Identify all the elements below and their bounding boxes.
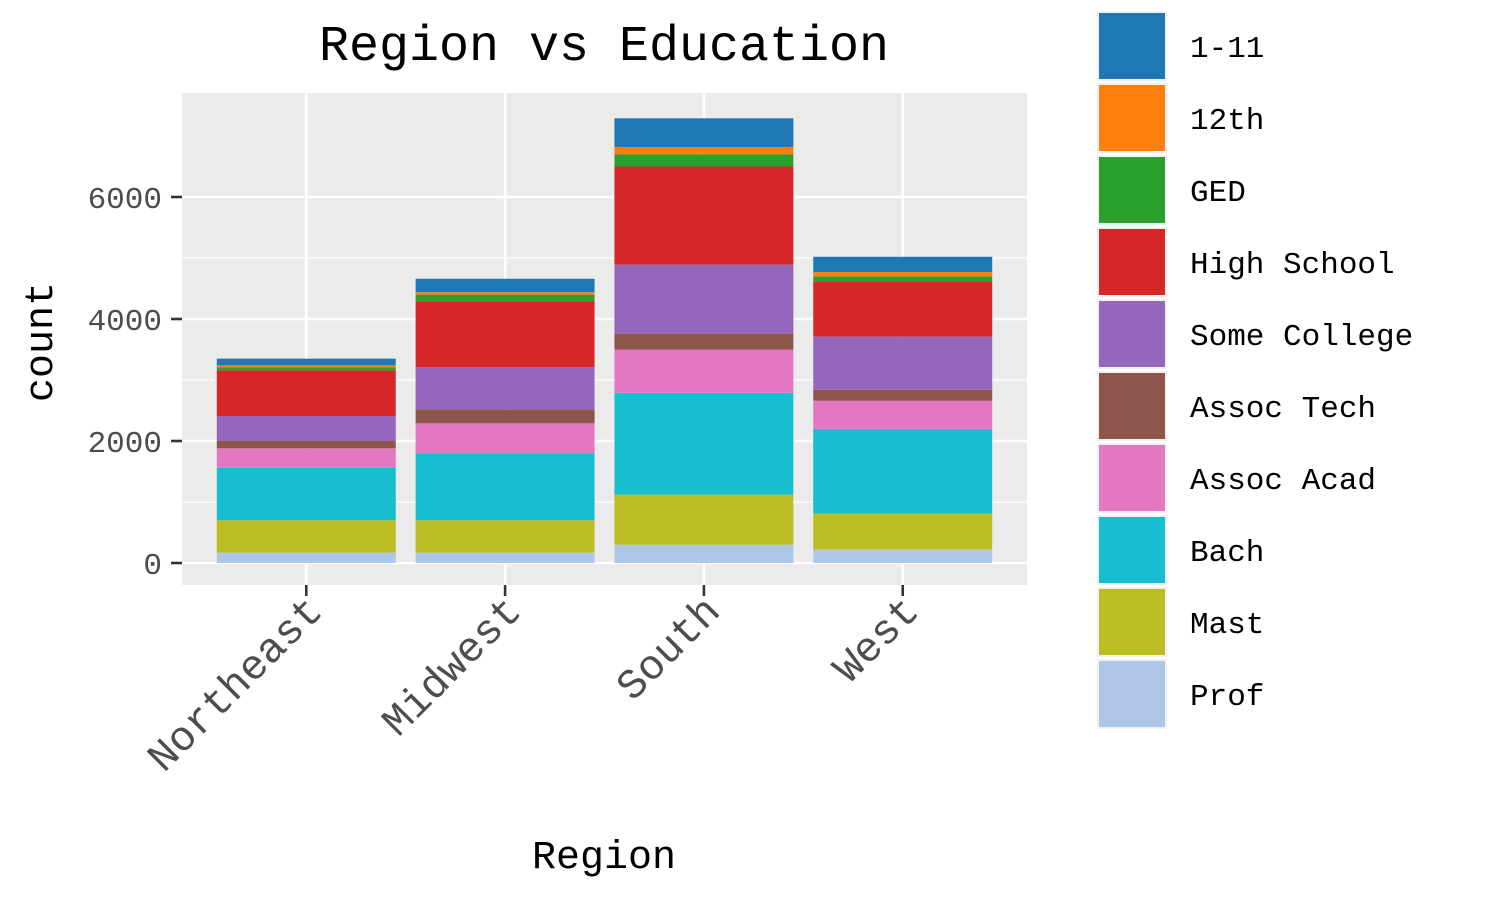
bar-segment-northeast-some-college xyxy=(216,415,396,441)
bar-segment-south-12th xyxy=(614,146,794,155)
bar-segment-midwest-high-school xyxy=(415,301,595,368)
x-tick-label: Northeast xyxy=(139,588,333,782)
bar-segment-west-bach xyxy=(813,428,993,514)
y-tick-label: 4000 xyxy=(88,305,162,340)
bars-layer xyxy=(216,118,993,563)
legend-swatch-bach xyxy=(1099,517,1165,583)
bar-segment-northeast-mast xyxy=(216,520,396,553)
bar-segment-midwest-mast xyxy=(415,520,595,553)
legend-label: GED xyxy=(1190,176,1246,211)
x-axis-title: Region xyxy=(532,836,676,881)
bar-segment-west-some-college xyxy=(813,336,993,390)
y-tick-label: 2000 xyxy=(88,427,162,462)
legend-swatch-some-college xyxy=(1099,301,1165,367)
legend-label: Some College xyxy=(1190,320,1413,355)
x-tick-label: West xyxy=(825,588,930,693)
bar-segment-south-1-11 xyxy=(614,118,794,147)
y-axis: 0 2000 4000 6000 xyxy=(88,183,182,584)
legend-label: 12th xyxy=(1190,104,1264,139)
bar-segment-northeast-assoc-acad xyxy=(216,448,396,468)
bar-segment-northeast-prof xyxy=(216,552,396,563)
legend-label: Assoc Acad xyxy=(1190,464,1376,499)
legend-swatch-assoc-acad xyxy=(1099,445,1165,511)
legend-label: Bach xyxy=(1190,536,1264,571)
bar-segment-northeast-high-school xyxy=(216,370,396,416)
bar-segment-south-mast xyxy=(614,494,794,545)
bar-segment-west-1-11 xyxy=(813,256,993,273)
legend-swatch-12th xyxy=(1099,85,1165,151)
bar-segment-west-12th xyxy=(813,272,993,277)
legend-swatch-1-11 xyxy=(1099,13,1165,79)
x-axis: Northeast Midwest South West xyxy=(139,585,930,783)
bar-segment-northeast-bach xyxy=(216,467,396,521)
legend-label: Prof xyxy=(1190,680,1264,715)
bar-segment-south-assoc-tech xyxy=(614,333,794,350)
chart-title: Region vs Education xyxy=(319,19,889,76)
bar-segment-west-mast xyxy=(813,513,993,550)
y-tick-label: 0 xyxy=(143,549,162,584)
bar-segment-west-high-school xyxy=(813,281,993,337)
legend-label: High School xyxy=(1190,248,1395,283)
y-tick-label: 6000 xyxy=(88,183,162,218)
bar-segment-west-assoc-acad xyxy=(813,400,993,429)
bar-segment-south-ged xyxy=(614,154,794,167)
bar-segment-west-assoc-tech xyxy=(813,389,993,401)
x-tick-label: Midwest xyxy=(374,588,533,747)
bar-segment-midwest-prof xyxy=(415,552,595,563)
bar-segment-south-high-school xyxy=(614,166,794,265)
bar-segment-midwest-1-11 xyxy=(415,278,595,293)
bar-segment-northeast-ged xyxy=(216,367,396,371)
legend-swatch-assoc-tech xyxy=(1099,373,1165,439)
bar-segment-south-some-college xyxy=(614,264,794,334)
x-tick-label: South xyxy=(608,588,731,711)
legend-swatch-mast xyxy=(1099,589,1165,655)
y-axis-title: count xyxy=(20,282,65,402)
bar-segment-south-bach xyxy=(614,392,794,495)
legend-label: Assoc Tech xyxy=(1190,392,1376,427)
bar-segment-west-ged xyxy=(813,276,993,282)
bar-segment-midwest-assoc-acad xyxy=(415,423,595,454)
legend-swatch-ged xyxy=(1099,157,1165,223)
bar-segment-midwest-12th xyxy=(415,292,595,295)
bar-segment-midwest-some-college xyxy=(415,367,595,410)
bar-segment-northeast-12th xyxy=(216,365,396,368)
legend-swatch-prof xyxy=(1099,661,1165,727)
bar-segment-northeast-1-11 xyxy=(216,358,396,366)
legend-label: 1-11 xyxy=(1190,32,1264,67)
bar-segment-south-assoc-acad xyxy=(614,349,794,393)
legend-swatch-high-school xyxy=(1099,229,1165,295)
bar-segment-south-prof xyxy=(614,544,794,563)
bar-segment-midwest-ged xyxy=(415,294,595,302)
legend: 1-11 12th GED High School Some College Assoc … xyxy=(1097,11,1413,729)
bar-segment-northeast-assoc-tech xyxy=(216,441,396,449)
bar-segment-midwest-bach xyxy=(415,453,595,521)
legend-label: Mast xyxy=(1190,608,1264,643)
bar-segment-midwest-assoc-tech xyxy=(415,409,595,424)
bar-segment-west-prof xyxy=(813,549,993,563)
